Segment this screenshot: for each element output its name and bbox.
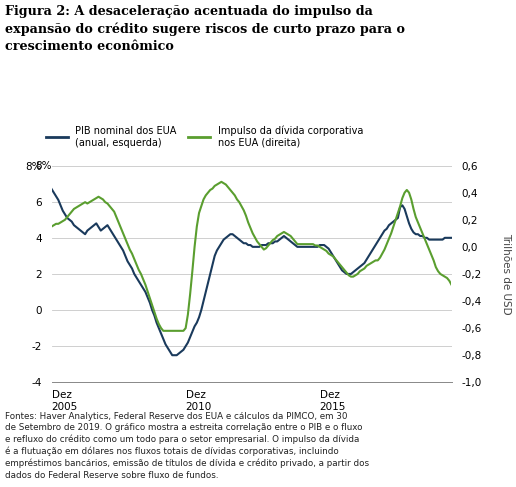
Y-axis label: Trilhões de USD: Trilhões de USD bbox=[501, 233, 511, 315]
Text: Fontes: Haver Analytics, Federal Reserve dos EUA e cálculos da PIMCO, em 30
de S: Fontes: Haver Analytics, Federal Reserve… bbox=[5, 412, 369, 480]
Text: Figura 2: A desaceleração acentuada do impulso da
expansão do crédito sugere ris: Figura 2: A desaceleração acentuada do i… bbox=[5, 5, 405, 53]
Text: 8%: 8% bbox=[35, 161, 52, 170]
Legend: PIB nominal dos EUA
(anual, esquerda), Impulso da dívida corporativa
nos EUA (di: PIB nominal dos EUA (anual, esquerda), I… bbox=[46, 126, 363, 148]
